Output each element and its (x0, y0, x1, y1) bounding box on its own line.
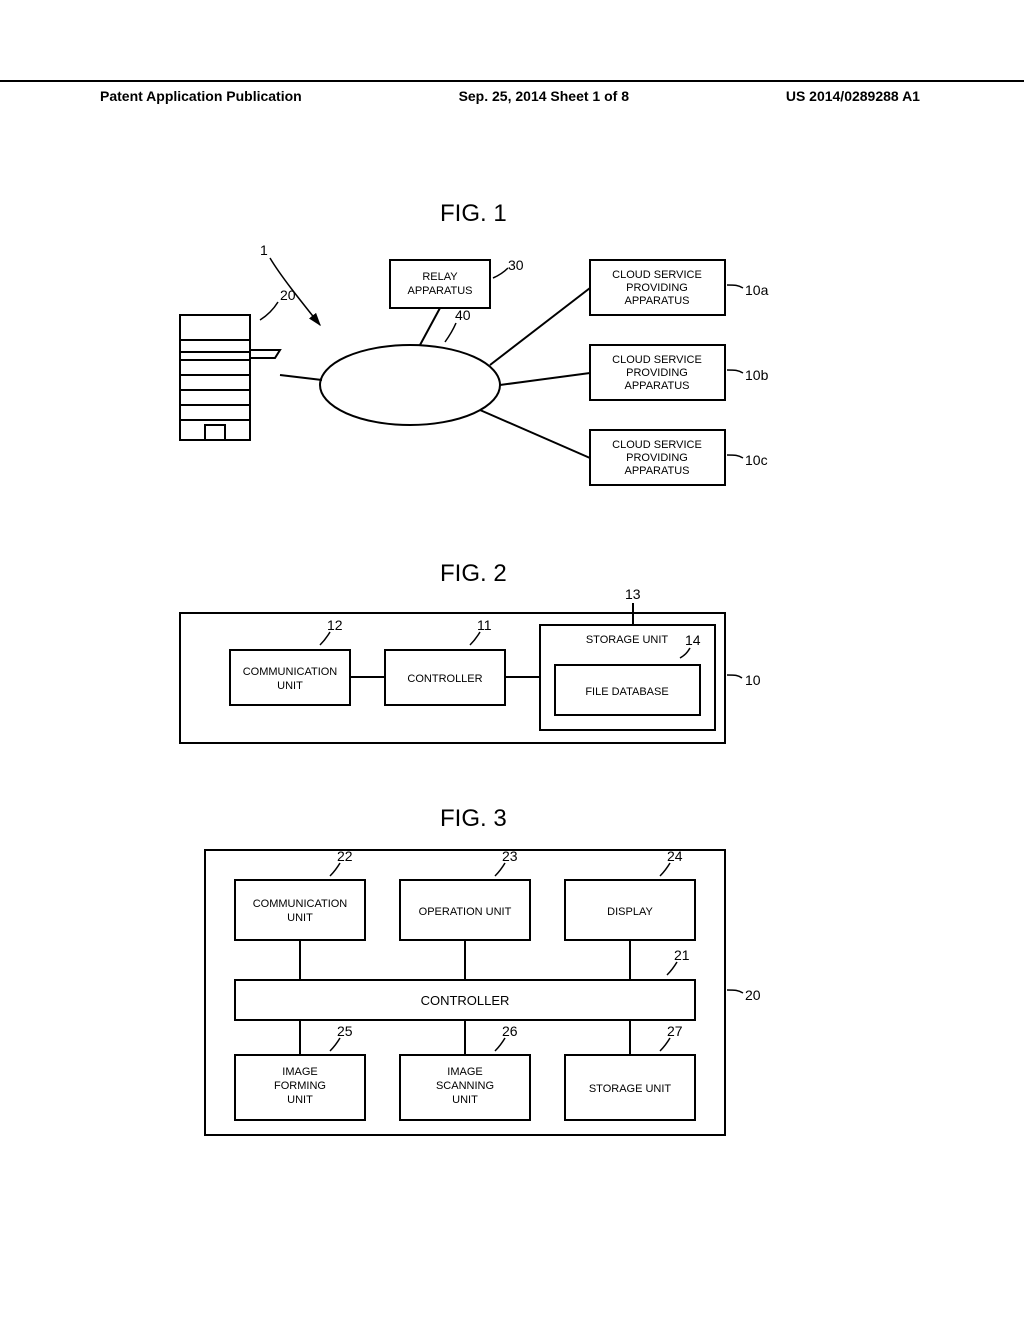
fig1-ref-20: 20 (280, 287, 296, 303)
svg-text:CLOUD SERVICE: CLOUD SERVICE (612, 269, 702, 281)
fig3-ref-25: 25 (337, 1023, 353, 1039)
fig2-controller-label: CONTROLLER (407, 673, 482, 685)
svg-text:CLOUD SERVICE: CLOUD SERVICE (612, 439, 702, 451)
fig3-comm-label-1: COMMUNICATION (253, 898, 348, 910)
fig3-comm-label-2: UNIT (287, 912, 313, 924)
fig1-leader-20 (260, 302, 278, 320)
fig2-comm-label-2: UNIT (277, 680, 303, 692)
fig3-ref-21: 21 (674, 947, 690, 963)
fig3-diagram: 20 COMMUNICATION UNIT 22 OPERATION UNIT … (195, 840, 785, 1150)
printer-icon (180, 315, 280, 440)
fig2-filedb-label: FILE DATABASE (585, 686, 668, 698)
fig1-diagram: 1 20 40 RELAY APP (150, 230, 810, 540)
header-left: Patent Application Publication (100, 88, 302, 104)
fig3-forming-label-2: FORMING (274, 1080, 326, 1092)
fig2-ref-12: 12 (327, 617, 343, 633)
fig2-ref-13: 13 (625, 586, 641, 602)
svg-text:CLOUD SERVICE: CLOUD SERVICE (612, 354, 702, 366)
fig2-storage-label: STORAGE UNIT (586, 634, 669, 646)
conn-net-10b (500, 373, 590, 385)
fig3-ref-20: 20 (745, 987, 761, 1003)
svg-text:APPARATUS: APPARATUS (625, 380, 690, 392)
cloud-box-b: CLOUD SERVICE PROVIDING APPARATUS (590, 345, 725, 400)
fig2-ref-10: 10 (745, 672, 761, 688)
svg-text:PROVIDING: PROVIDING (626, 282, 688, 294)
fig3-display-label: DISPLAY (607, 906, 653, 918)
conn-net-10c (480, 410, 590, 458)
fig3-ref-24: 24 (667, 848, 683, 864)
relay-label-2: APPARATUS (408, 285, 473, 297)
fig3-scanning-label-3: UNIT (452, 1094, 478, 1106)
fig3-storage-label: STORAGE UNIT (589, 1083, 672, 1095)
fig1-ref-40: 40 (455, 307, 471, 323)
fig1-ref-system: 1 (260, 242, 268, 258)
fig1-ref-30: 30 (508, 257, 524, 273)
fig1-leader-40 (445, 323, 456, 342)
fig1-leader-30 (493, 268, 508, 278)
fig1-ref-10b: 10b (745, 367, 769, 383)
svg-text:APPARATUS: APPARATUS (625, 465, 690, 477)
cloud-box-a: CLOUD SERVICE PROVIDING APPARATUS (590, 260, 725, 315)
fig1-ref-10c: 10c (745, 452, 768, 468)
svg-text:PROVIDING: PROVIDING (626, 452, 688, 464)
conn-net-10a (490, 288, 590, 365)
header-right: US 2014/0289288 A1 (786, 88, 920, 104)
page: Patent Application Publication Sep. 25, … (0, 0, 1024, 1320)
network-ellipse (320, 345, 500, 425)
fig3-comm-box (235, 880, 365, 940)
fig3-scanning-label-2: SCANNING (436, 1080, 494, 1092)
fig3-ref-23: 23 (502, 848, 518, 864)
fig1-title: FIG. 1 (440, 200, 507, 228)
fig2-title: FIG. 2 (440, 560, 507, 588)
fig3-op-label: OPERATION UNIT (419, 906, 512, 918)
fig3-title: FIG. 3 (440, 805, 507, 833)
fig3-controller-label: CONTROLLER (421, 993, 510, 1008)
conn-relay-net (420, 308, 440, 345)
header-center: Sep. 25, 2014 Sheet 1 of 8 (459, 88, 629, 104)
fig2-diagram: 10 STORAGE UNIT 13 FILE DATABASE 14 CONT… (170, 585, 790, 760)
conn-printer-net (280, 375, 322, 380)
page-header: Patent Application Publication Sep. 25, … (0, 80, 1024, 104)
fig3-forming-label-3: UNIT (287, 1094, 313, 1106)
cloud-box-c: CLOUD SERVICE PROVIDING APPARATUS (590, 430, 725, 485)
fig3-ref-26: 26 (502, 1023, 518, 1039)
fig2-comm-label-1: COMMUNICATION (243, 666, 338, 678)
fig2-ref-14: 14 (685, 632, 701, 648)
svg-text:APPARATUS: APPARATUS (625, 295, 690, 307)
fig2-ref-11: 11 (477, 617, 492, 633)
fig3-forming-label-1: IMAGE (282, 1066, 317, 1078)
fig1-ref-10a: 10a (745, 282, 769, 298)
relay-label-1: RELAY (422, 271, 458, 283)
fig3-ref-22: 22 (337, 848, 353, 864)
fig3-scanning-label-1: IMAGE (447, 1066, 482, 1078)
relay-box (390, 260, 490, 308)
fig3-ref-27: 27 (667, 1023, 683, 1039)
svg-text:PROVIDING: PROVIDING (626, 367, 688, 379)
